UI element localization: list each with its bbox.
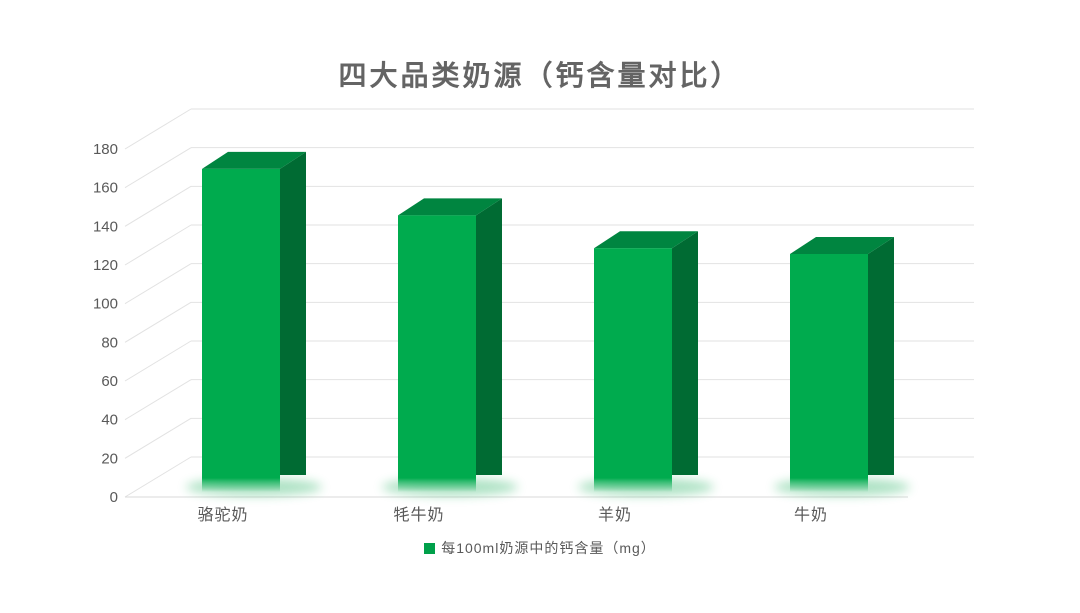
- bar-column-0: [202, 168, 280, 492]
- bar-side-face-0: [280, 151, 306, 492]
- y-tick-label-40: 40: [101, 412, 118, 429]
- y-tick-label-180: 180: [93, 141, 118, 158]
- bar-top-face-2: [594, 231, 698, 249]
- gridline-diagonal-120: [124, 224, 192, 266]
- x-category-label-1: 牦牛奶: [393, 506, 444, 524]
- gridline-diagonal-180: [124, 108, 192, 150]
- gridline-diagonal-100: [124, 263, 192, 305]
- y-tick-label-20: 20: [101, 450, 118, 467]
- gridline-diagonal-160: [124, 147, 192, 189]
- x-category-label-3: 牛奶: [794, 506, 828, 524]
- legend: 每100ml奶源中的钙含量（mg）: [0, 538, 1080, 558]
- bar-top-face-3: [790, 237, 894, 254]
- bar-side-face-1: [476, 198, 502, 493]
- legend-label: 每100ml奶源中的钙含量（mg）: [441, 540, 656, 556]
- gridline-diagonal-80: [124, 301, 192, 343]
- chart-title: 四大品类奶源（钙含量对比）: [338, 60, 742, 91]
- y-tick-label-0: 0: [110, 489, 118, 506]
- gridline-diagonal-0: [124, 456, 192, 498]
- gridline-diagonal-140: [124, 185, 192, 227]
- y-tick-label-140: 140: [93, 218, 118, 235]
- bar-top-face-0: [202, 151, 306, 169]
- y-tick-label-120: 120: [93, 257, 118, 274]
- bar-side-face-3: [868, 237, 894, 492]
- bar-column-2: [594, 248, 672, 492]
- y-tick-label-80: 80: [101, 334, 118, 351]
- gridline-diagonal-20: [124, 417, 192, 459]
- x-category-label-0: 骆驼奶: [197, 506, 248, 524]
- y-tick-label-60: 60: [101, 373, 118, 390]
- bar-column-3: [790, 254, 868, 492]
- y-tick-label-100: 100: [93, 296, 118, 313]
- gridline-diagonal-40: [124, 379, 192, 421]
- bar-side-face-2: [672, 231, 698, 492]
- bar-top-face-1: [398, 198, 502, 216]
- legend-swatch: [424, 542, 436, 554]
- y-tick-label-160: 160: [93, 180, 118, 197]
- bar-column-1: [398, 215, 476, 493]
- gridline-diagonal-60: [124, 340, 192, 382]
- x-category-label-2: 羊奶: [598, 506, 632, 524]
